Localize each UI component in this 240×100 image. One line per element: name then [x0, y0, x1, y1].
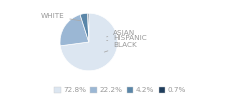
Wedge shape: [60, 13, 118, 71]
Text: ASIAN: ASIAN: [107, 30, 136, 37]
Text: WHITE: WHITE: [41, 13, 81, 21]
Legend: 72.8%, 22.2%, 4.2%, 0.7%: 72.8%, 22.2%, 4.2%, 0.7%: [51, 84, 189, 96]
Wedge shape: [80, 13, 89, 42]
Wedge shape: [88, 13, 89, 42]
Text: HISPANIC: HISPANIC: [107, 35, 147, 41]
Wedge shape: [60, 15, 89, 46]
Text: BLACK: BLACK: [104, 42, 137, 52]
